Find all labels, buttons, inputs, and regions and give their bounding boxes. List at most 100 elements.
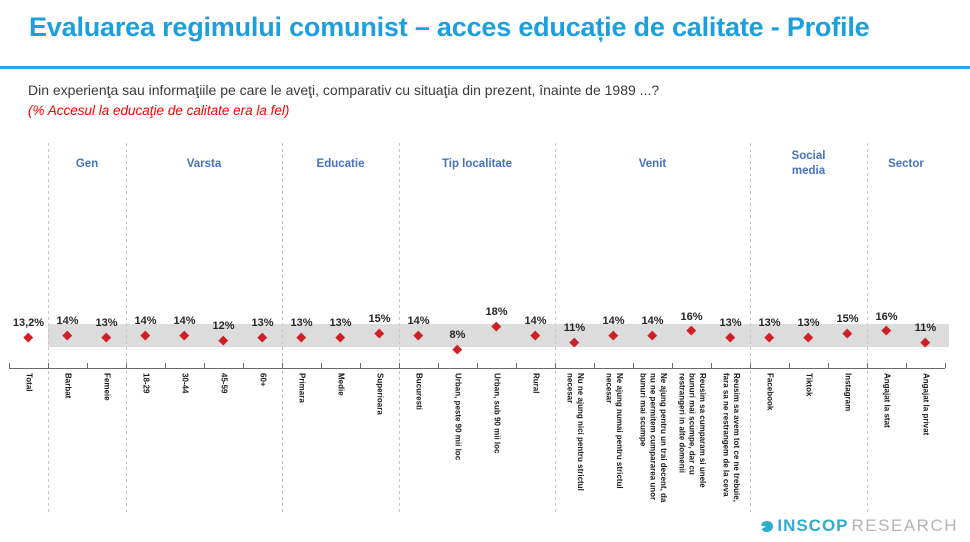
- axis-tick-mark: [828, 363, 829, 368]
- axis-tick-mark: [48, 363, 49, 368]
- axis-category-label-text: Reusim sa avem tot ce ne trebuie, fara s…: [721, 373, 741, 502]
- data-point-value: 13%: [251, 317, 274, 330]
- axis-tick-mark: [633, 363, 634, 368]
- axis-tick-mark: [945, 363, 946, 368]
- axis-category-label-text: Tiktok: [804, 373, 814, 397]
- axis-category-label: Urban, sub 90 mii loc: [477, 373, 516, 523]
- axis-category-label: Reusim sa avem tot ce ne trebuie, fara s…: [711, 373, 750, 523]
- data-point-value: 15%: [368, 312, 391, 325]
- group-separator: [282, 143, 283, 515]
- axis-category-label: Femeie: [87, 373, 126, 523]
- axis-category-label: Bucuresti: [399, 373, 438, 523]
- data-point-value: 14%: [407, 315, 430, 328]
- axis-category-label-text: Instagram: [843, 373, 853, 412]
- axis-tick-mark: [906, 363, 907, 368]
- axis-category-label-text: Facebook: [765, 373, 775, 411]
- x-axis-line: [9, 368, 945, 369]
- axis-category-label-text: Primara: [297, 373, 307, 403]
- axis-category-label: Ne ajung numai pentru strictul necesar: [594, 373, 633, 523]
- axis-category-label-text: 30-44: [180, 373, 190, 394]
- axis-category-label-text: 45-59: [219, 373, 229, 394]
- axis-category-label: 30-44: [165, 373, 204, 523]
- axis-category-label: 18-29: [126, 373, 165, 523]
- inscop-logo-suffix: RESEARCH: [851, 516, 958, 535]
- axis-category-label-text: 60+: [258, 373, 268, 387]
- axis-category-label-text: Medie: [336, 373, 346, 396]
- data-point-value: 8%: [449, 328, 466, 341]
- data-point-value: 13%: [719, 317, 742, 330]
- axis-tick-mark: [555, 363, 556, 368]
- axis-category-label: Nu ne ajung nici pentru strictul necesar: [555, 373, 594, 523]
- axis-tick-mark: [672, 363, 673, 368]
- axis-category-label: Facebook: [750, 373, 789, 523]
- data-point-value: 14%: [56, 315, 79, 328]
- axis-category-label-text: Angajat la stat: [882, 373, 892, 428]
- data-point-value: 18%: [485, 305, 508, 318]
- axis-category-label: Instagram: [828, 373, 867, 523]
- data-point-value: 14%: [173, 315, 196, 328]
- data-point-value: 16%: [875, 310, 898, 323]
- group-separator: [555, 143, 556, 515]
- highlight-band: [48, 324, 949, 347]
- axis-category-label-text: Urban, sub 90 mii loc: [492, 373, 502, 454]
- axis-tick-mark: [711, 363, 712, 368]
- data-point-value: 13%: [797, 317, 820, 330]
- group-separator: [867, 143, 868, 515]
- data-point-value: 12%: [212, 319, 235, 332]
- group-header: Social media: [791, 150, 826, 177]
- axis-category-label: Reusim sa cumparam si unele bunuri mai s…: [672, 373, 711, 523]
- data-point-value: 13%: [290, 317, 313, 330]
- axis-category-label: Rural: [516, 373, 555, 523]
- axis-category-label-text: Ne ajung numai pentru strictul necesar: [604, 373, 624, 489]
- axis-category-label: Superioara: [360, 373, 399, 523]
- axis-category-label-text: Angajat la privat: [921, 373, 931, 436]
- axis-category-label: Barbat: [48, 373, 87, 523]
- axis-category-label: Medie: [321, 373, 360, 523]
- data-point-value: 11%: [914, 322, 937, 335]
- axis-category-label: 45-59: [204, 373, 243, 523]
- axis-category-label-text: Nu ne ajung nici pentru strictul necesar: [565, 373, 585, 491]
- axis-category-label: Primara: [282, 373, 321, 523]
- axis-category-label: Angajat la privat: [906, 373, 945, 523]
- axis-tick-mark: [438, 363, 439, 368]
- group-separator: [399, 143, 400, 515]
- axis-tick-mark: [126, 363, 127, 368]
- axis-tick-mark: [282, 363, 283, 368]
- data-point-marker: [23, 332, 34, 342]
- axis-tick-mark: [516, 363, 517, 368]
- data-point-value: 14%: [134, 315, 157, 328]
- axis-category-label-text: Superioara: [375, 373, 385, 415]
- axis-category-label-text: Bucuresti: [414, 373, 424, 410]
- survey-question: Din experienţa sau informaţiile pe care …: [28, 82, 660, 98]
- axis-tick-mark: [867, 363, 868, 368]
- axis-category-label-text: Total: [24, 373, 34, 392]
- answer-option-note: (% Accesul la educaţie de calitate era l…: [28, 103, 290, 118]
- axis-tick-mark: [360, 363, 361, 368]
- group-header: Sector: [888, 157, 924, 170]
- axis-tick-mark: [165, 363, 166, 368]
- axis-tick-mark: [87, 363, 88, 368]
- data-point-value: 14%: [641, 315, 664, 328]
- group-separator: [48, 143, 49, 515]
- inscop-logo: INSCOP RESEARCH: [759, 516, 958, 536]
- group-header: Educatie: [316, 157, 365, 170]
- data-point-value: 11%: [563, 322, 586, 335]
- inscop-bird-icon: [759, 520, 774, 533]
- data-point-value: 14%: [602, 315, 625, 328]
- axis-category-label: Total: [9, 373, 48, 523]
- data-point-value: 16%: [680, 310, 703, 323]
- axis-tick-mark: [243, 363, 244, 368]
- axis-tick-mark: [399, 363, 400, 368]
- axis-category-label-text: Urban, peste 90 mii loc: [453, 373, 463, 461]
- group-separator: [126, 143, 127, 515]
- axis-tick-mark: [477, 363, 478, 368]
- axis-tick-mark: [321, 363, 322, 368]
- axis-category-label: 60+: [243, 373, 282, 523]
- axis-tick-mark: [204, 363, 205, 368]
- group-header: Tip localitate: [441, 157, 513, 170]
- axis-category-label-text: Rural: [531, 373, 541, 394]
- group-header: Venit: [638, 157, 667, 170]
- axis-category-label-text: Barbat: [63, 373, 73, 399]
- axis-tick-mark: [594, 363, 595, 368]
